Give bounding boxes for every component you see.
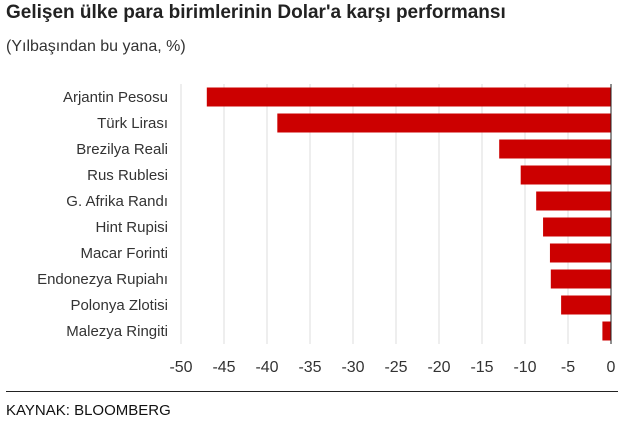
tick-label: -50 — [169, 359, 192, 376]
bar — [520, 165, 611, 185]
bar — [277, 113, 611, 133]
tick-label: -10 — [513, 359, 536, 376]
category-label: Polonya Zlotisi — [70, 297, 168, 314]
tick-label: 0 — [607, 359, 616, 376]
bar — [543, 217, 611, 237]
category-label: Türk Lirası — [97, 115, 168, 132]
bar-chart: Arjantin Pesosu Türk Lirası Brezilya Reali… — [37, 84, 616, 376]
tick-label: -35 — [298, 359, 321, 376]
tick-label: -45 — [212, 359, 235, 376]
category-label: Macar Forinti — [80, 245, 168, 262]
category-label: Malezya Ringiti — [66, 323, 168, 340]
tick-label: -30 — [341, 359, 364, 376]
bar — [602, 321, 611, 341]
chart-subtitle: (Yılbaşından bu yana, %) — [6, 38, 186, 55]
category-label: Brezilya Reali — [76, 141, 168, 158]
tick-label: -15 — [470, 359, 493, 376]
chart-title: Gelişen ülke para birimlerinin Dolar'a k… — [6, 2, 506, 23]
category-label: Endonezya Rupiahı — [37, 271, 168, 288]
tick-label: -5 — [561, 359, 575, 376]
category-label: G. Afrika Randı — [66, 193, 168, 210]
bar — [536, 191, 611, 211]
bar — [549, 243, 611, 263]
bar — [550, 269, 611, 289]
divider — [6, 391, 618, 392]
category-label: Arjantin Pesosu — [63, 89, 168, 106]
source-label: KAYNAK: BLOOMBERG — [6, 402, 171, 419]
bar — [561, 295, 611, 315]
tick-label: -25 — [384, 359, 407, 376]
bar — [499, 139, 611, 159]
category-label: Hint Rupisi — [95, 219, 168, 236]
tick-label: -40 — [255, 359, 278, 376]
tick-label: -20 — [427, 359, 450, 376]
category-label: Rus Rublesi — [87, 167, 168, 184]
bar — [206, 87, 612, 107]
